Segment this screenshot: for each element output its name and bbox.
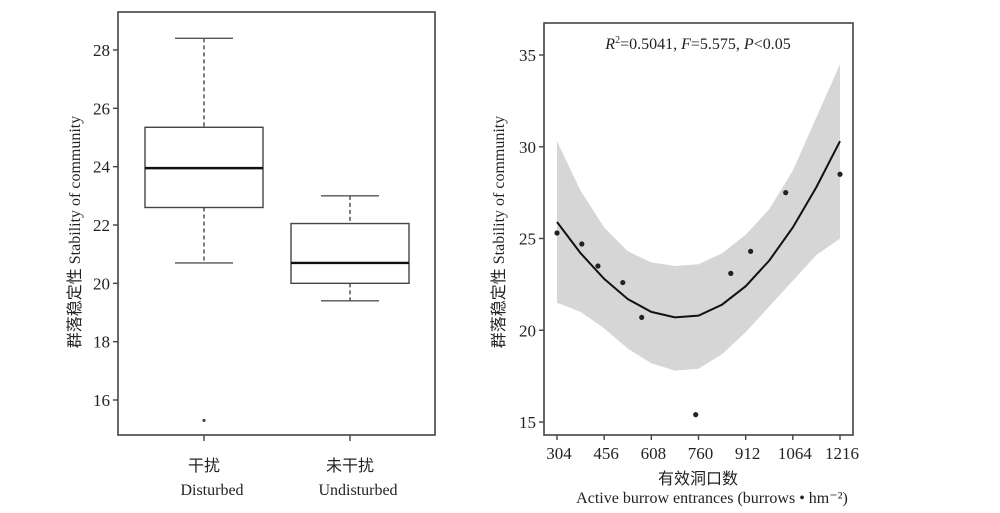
- y-tick-label: 30: [519, 138, 536, 157]
- data-point: [693, 412, 699, 418]
- y-tick-label: 18: [93, 333, 110, 352]
- x-tick-label: 456: [593, 444, 619, 463]
- x-tick-label: 304: [546, 444, 572, 463]
- data-point: [620, 279, 626, 286]
- y-tick-label: 26: [93, 99, 110, 118]
- data-point: [837, 171, 843, 177]
- data-point: [579, 241, 585, 247]
- x-tick-label: 760: [688, 444, 714, 463]
- data-point: [783, 190, 789, 196]
- data-point: [639, 314, 645, 321]
- y-tick-label: 22: [93, 216, 110, 235]
- y-tick-label: 25: [519, 230, 536, 249]
- scatter-y-axis-title: 群落稳定性 Stability of community: [490, 116, 508, 348]
- data-point: [728, 270, 734, 276]
- y-tick-label: 15: [519, 413, 536, 432]
- x-tick-label: 608: [641, 444, 667, 463]
- iqr-box: [290, 222, 410, 285]
- category-label-cn: 未干扰: [326, 457, 374, 475]
- category-label-cn: 干扰: [188, 457, 220, 475]
- scatter-x-axis-title-en: Active burrow entrances (burrows • hm⁻²): [576, 490, 848, 507]
- scatter-panel: 15 20 25 30 35 304 456 608 760 912 1064 1216 R2=0.…: [490, 22, 859, 507]
- fit-curve: [556, 140, 841, 319]
- confidence-band: [557, 64, 840, 371]
- box-disturbed: [144, 37, 264, 423]
- regression-annotation: R2=0.5041, F=5.575, P<0.05: [604, 35, 790, 53]
- x-tick-label: 1064: [778, 444, 813, 463]
- data-point: [595, 263, 601, 269]
- x-tick-label: 1216: [825, 444, 859, 463]
- boxplot-frame: [117, 11, 436, 436]
- y-tick-label: 20: [519, 321, 536, 340]
- category-label-en: Disturbed: [180, 482, 243, 499]
- box-undisturbed: [290, 195, 410, 302]
- annotation-r2-sup: 2: [615, 35, 620, 46]
- y-tick-label: 28: [93, 41, 110, 60]
- y-tick-label: 20: [93, 274, 110, 293]
- y-tick-label: 35: [519, 46, 536, 65]
- x-tick-label: 912: [735, 444, 761, 463]
- scatter-points: [554, 171, 843, 418]
- category-label-en: Undisturbed: [318, 482, 397, 499]
- boxplot-y-axis-title: 群落稳定性 Stability of community: [66, 116, 84, 348]
- data-point: [748, 248, 754, 254]
- scatter-y-ticks: 15 20 25 30 35: [519, 46, 544, 432]
- data-point: [554, 230, 560, 236]
- scatter-x-ticks: 304 456 608 760 912 1064 1216: [546, 435, 859, 463]
- scatter-x-axis-title-cn: 有效洞口数: [658, 470, 738, 488]
- boxplot-x-categories: 干扰 Disturbed 未干扰 Undisturbed: [180, 435, 398, 499]
- y-tick-label: 24: [93, 158, 111, 177]
- y-tick-label: 16: [93, 391, 110, 410]
- boxplot-y-ticks: 16 18 20 22 24 26 28: [93, 41, 118, 410]
- annotation-r2: R: [604, 36, 615, 53]
- outlier-point: [202, 418, 206, 423]
- boxplot-boxes: [144, 37, 410, 423]
- boxplot-panel: 16 18 20 22 24 26 28 干扰 Disturbed 未干扰 Undisturbed…: [66, 11, 436, 499]
